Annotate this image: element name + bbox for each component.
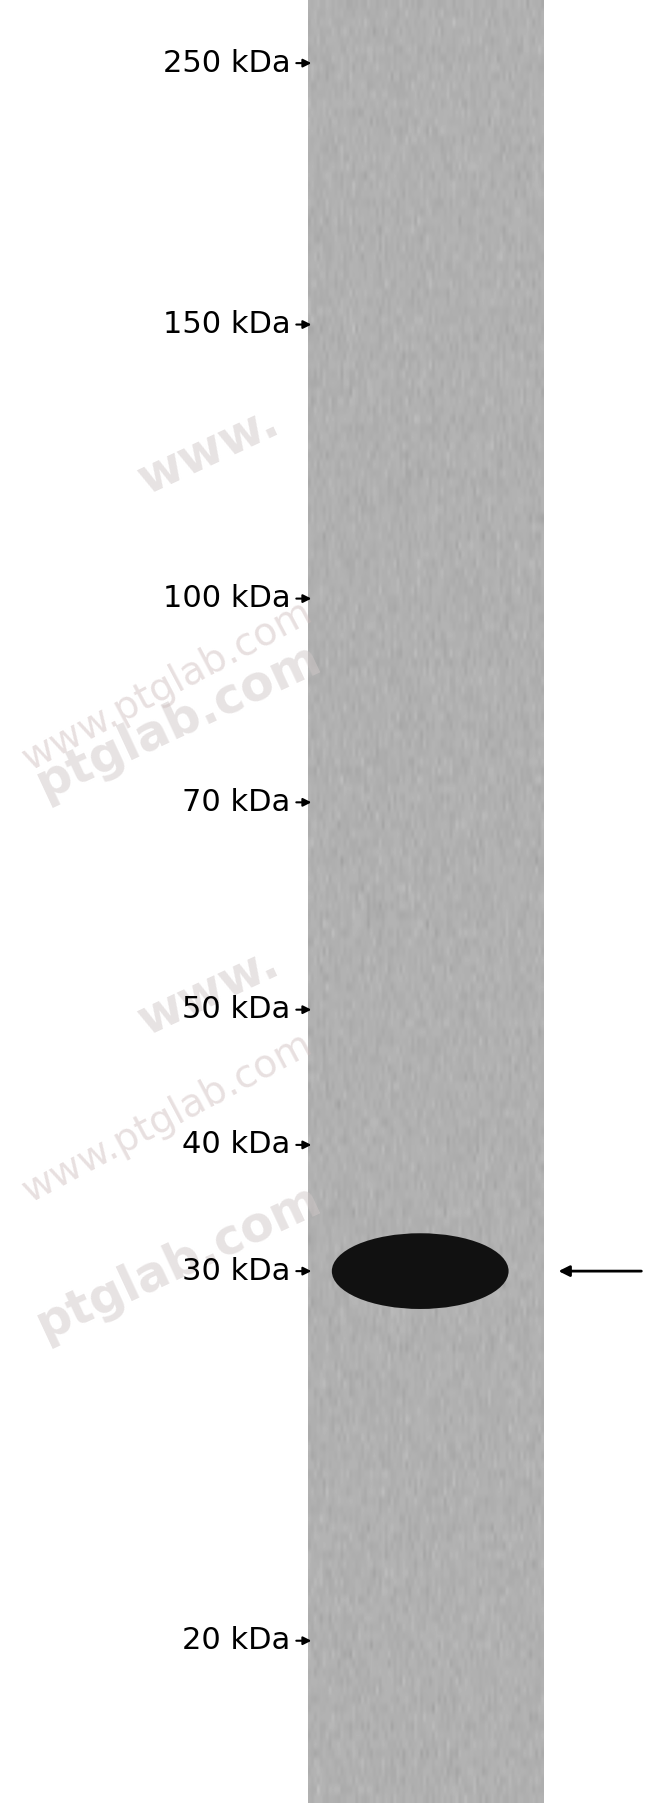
Bar <box>308 0 544 1803</box>
Text: www.: www. <box>130 938 286 1046</box>
Text: 30 kDa: 30 kDa <box>182 1257 291 1286</box>
Text: ptglab.com: ptglab.com <box>29 1176 329 1349</box>
Text: 70 kDa: 70 kDa <box>183 788 291 817</box>
Text: 50 kDa: 50 kDa <box>183 995 291 1024</box>
Text: www.ptglab.com: www.ptglab.com <box>16 1026 318 1210</box>
Text: 20 kDa: 20 kDa <box>183 1626 291 1655</box>
Text: www.: www. <box>130 397 286 505</box>
Text: 150 kDa: 150 kDa <box>163 310 291 339</box>
Text: 250 kDa: 250 kDa <box>163 49 291 78</box>
Text: 100 kDa: 100 kDa <box>163 584 291 613</box>
Text: ptglab.com: ptglab.com <box>29 635 329 808</box>
Text: www.ptglab.com: www.ptglab.com <box>16 593 318 777</box>
Ellipse shape <box>332 1233 508 1309</box>
Text: 40 kDa: 40 kDa <box>183 1130 291 1159</box>
